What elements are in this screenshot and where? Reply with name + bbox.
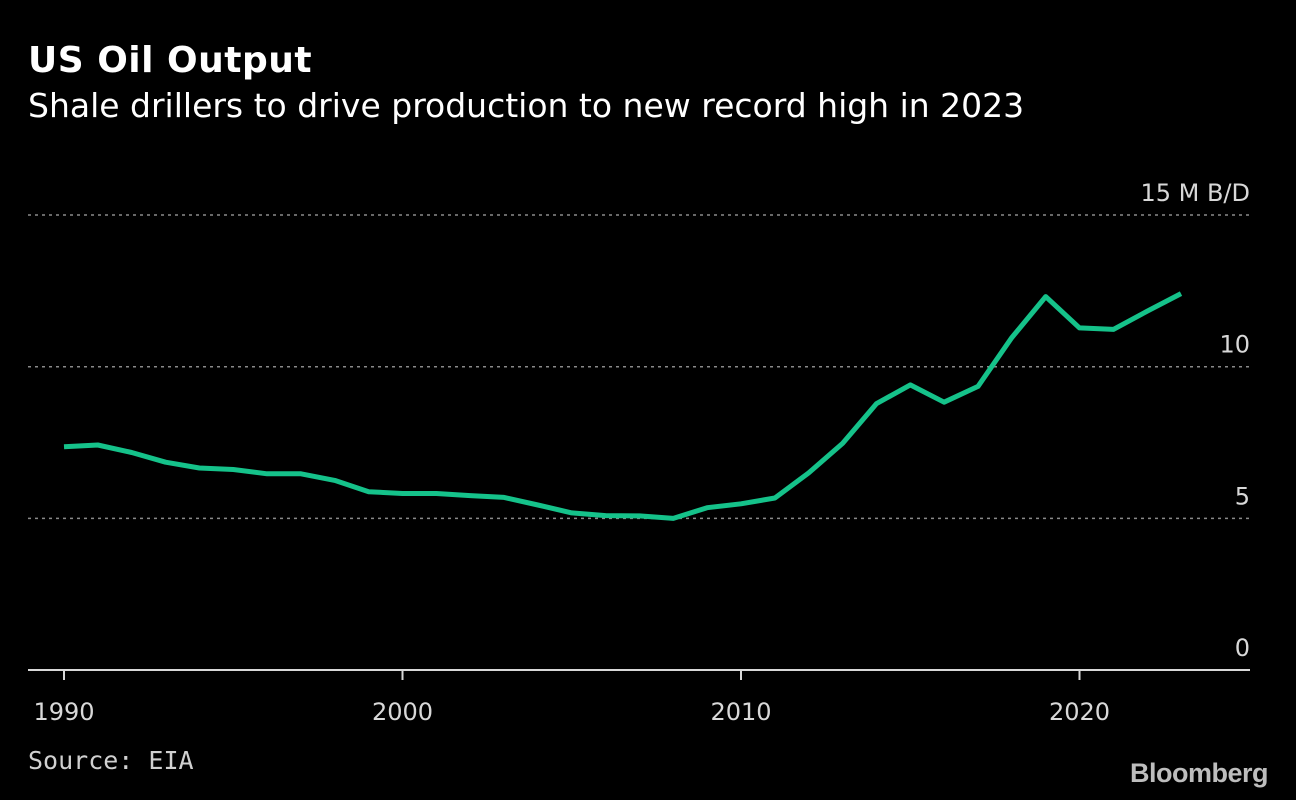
x-tick-label: 1990 [33,698,94,726]
x-tick-label: 2020 [1049,698,1110,726]
label-layer: 15 M B/D 10 5 0 1990 2000 2010 2020 [33,179,1250,726]
y-tick-label: 5 [1235,482,1250,510]
chart-title: US Oil Output [28,40,313,81]
y-tick-label: 0 [1235,634,1250,662]
source-note: Source: EIA [28,746,194,775]
x-tick-label: 2000 [372,698,433,726]
x-tick-label: 2010 [710,698,771,726]
series-line-0 [63,291,1183,521]
axis-layer [28,669,1250,680]
chart-subtitle: Shale drillers to drive production to ne… [28,86,1025,125]
grid-layer [28,214,1250,520]
y-tick-label: 10 [1219,331,1250,359]
bloomberg-logo: Bloomberg [1129,758,1269,788]
series-layer [63,291,1183,521]
y-tick-label: 15 M B/D [1140,179,1250,207]
